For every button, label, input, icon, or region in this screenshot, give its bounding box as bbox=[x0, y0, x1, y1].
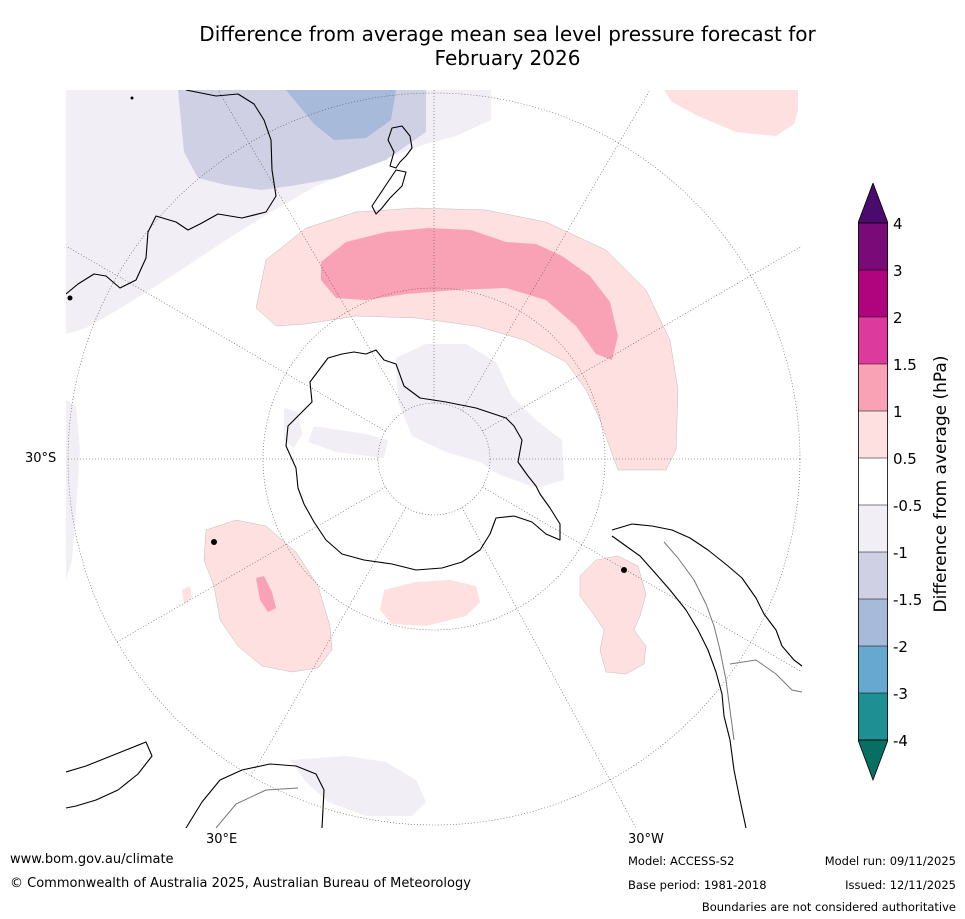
title-line-1: Difference from average mean sea level p… bbox=[199, 22, 816, 46]
meridian-30w bbox=[461, 507, 637, 828]
colorbar-tick-1: 1 bbox=[893, 403, 903, 421]
title-line-2: February 2026 bbox=[434, 46, 581, 70]
footer-website: www.bom.gov.au/climate bbox=[10, 852, 174, 867]
footer-disclaimer: Boundaries are not considered authoritat… bbox=[701, 900, 956, 914]
colorbar-bin-3-2 bbox=[858, 270, 888, 317]
anomaly-low-pacific-strong bbox=[286, 90, 396, 140]
anomaly-high-atlantic bbox=[580, 556, 646, 674]
meridian-150w bbox=[461, 90, 651, 411]
colorbar-tick-1.5: 1.5 bbox=[893, 356, 917, 374]
colorbar-tick-neg1.5: -1.5 bbox=[893, 591, 923, 609]
colorbar-tick-neg0.5: -0.5 bbox=[893, 497, 923, 515]
new-zealand-north-island bbox=[387, 125, 413, 169]
footer-copyright: © Commonwealth of Australia 2025, Austra… bbox=[10, 876, 471, 891]
colorbar-bin-2-1.5 bbox=[858, 317, 888, 364]
colorbar-bin-neg2-neg3 bbox=[858, 646, 888, 693]
colorbar-bin-1.5-1 bbox=[858, 364, 888, 411]
anomaly-high-south-indian-core bbox=[256, 576, 276, 612]
madagascar-coastline bbox=[185, 763, 325, 828]
colorbar-tick-neg2: -2 bbox=[893, 638, 908, 656]
colorbar-tick-neg3: -3 bbox=[893, 685, 908, 703]
anomaly-low-antarctica-tongue bbox=[308, 426, 388, 458]
chart-title: Difference from average mean sea level p… bbox=[60, 22, 955, 70]
colorbar-bin-0.5-neg0.5 bbox=[858, 458, 888, 505]
footer-base-period: Base period: 1981-2018 bbox=[628, 878, 767, 892]
longitude-label-30w: 30°W bbox=[628, 832, 664, 847]
australia-coastline bbox=[66, 90, 277, 295]
islands bbox=[67, 96, 627, 573]
colorbar-title: Difference from average (hPa) bbox=[931, 355, 951, 613]
graticule bbox=[66, 90, 802, 828]
colorbar-tick-neg4: -4 bbox=[893, 732, 908, 750]
colorbar-tick-neg1: -1 bbox=[893, 544, 908, 562]
anomaly-high-south bbox=[380, 580, 480, 626]
latitude-label-30s: 30°S bbox=[25, 451, 57, 466]
footer-model: Model: ACCESS-S2 bbox=[628, 854, 735, 868]
south-america-west-coast bbox=[611, 535, 747, 828]
country-border-argentina-north bbox=[729, 659, 802, 693]
colorbar bbox=[858, 183, 888, 782]
meridian-150e bbox=[217, 90, 407, 411]
colorbar-tick-2: 2 bbox=[893, 309, 903, 327]
footer-issued: Issued: 12/11/2025 bbox=[845, 878, 956, 892]
colorbar-tick-4: 4 bbox=[893, 215, 903, 233]
meridian-60e bbox=[116, 486, 386, 643]
anomaly-high-northeast bbox=[664, 90, 798, 136]
polar-map bbox=[66, 90, 802, 828]
colorbar-bin-neg3-neg4 bbox=[858, 693, 888, 740]
antarctica-coastline bbox=[285, 349, 561, 571]
anomaly-low-bottom bbox=[290, 756, 426, 816]
africa-coastline bbox=[66, 741, 153, 809]
anomaly-low-antarctica-west bbox=[396, 344, 564, 488]
colorbar-bottom-extension bbox=[858, 739, 888, 782]
colorbar-tick-3: 3 bbox=[893, 262, 903, 280]
colorbar-top-extension bbox=[858, 183, 888, 224]
meridian-30e bbox=[250, 507, 407, 777]
colorbar-bin-neg0.5-neg1 bbox=[858, 505, 888, 552]
colorbar-bin-1-0.5 bbox=[858, 411, 888, 458]
colorbar-bin-neg1-neg1.5 bbox=[858, 552, 888, 599]
anomaly-high-arc-strong bbox=[321, 228, 618, 360]
country-border-southern-africa bbox=[215, 787, 299, 828]
colorbar-bin-4-3 bbox=[858, 223, 888, 270]
colorbar-tick-0.5: 0.5 bbox=[893, 450, 917, 468]
country-border-chile-argentina bbox=[663, 541, 735, 741]
anomaly-high-small bbox=[182, 586, 192, 604]
south-america-coastline bbox=[611, 523, 802, 667]
new-zealand-south-island bbox=[371, 169, 407, 215]
anomaly-low-antarctica-east bbox=[284, 408, 302, 448]
footer-model-run: Model run: 09/11/2025 bbox=[824, 854, 956, 868]
anomaly-low-left-edge bbox=[66, 400, 80, 580]
longitude-label-30e: 30°E bbox=[206, 832, 238, 847]
colorbar-bin-neg1.5-neg2 bbox=[858, 599, 888, 646]
